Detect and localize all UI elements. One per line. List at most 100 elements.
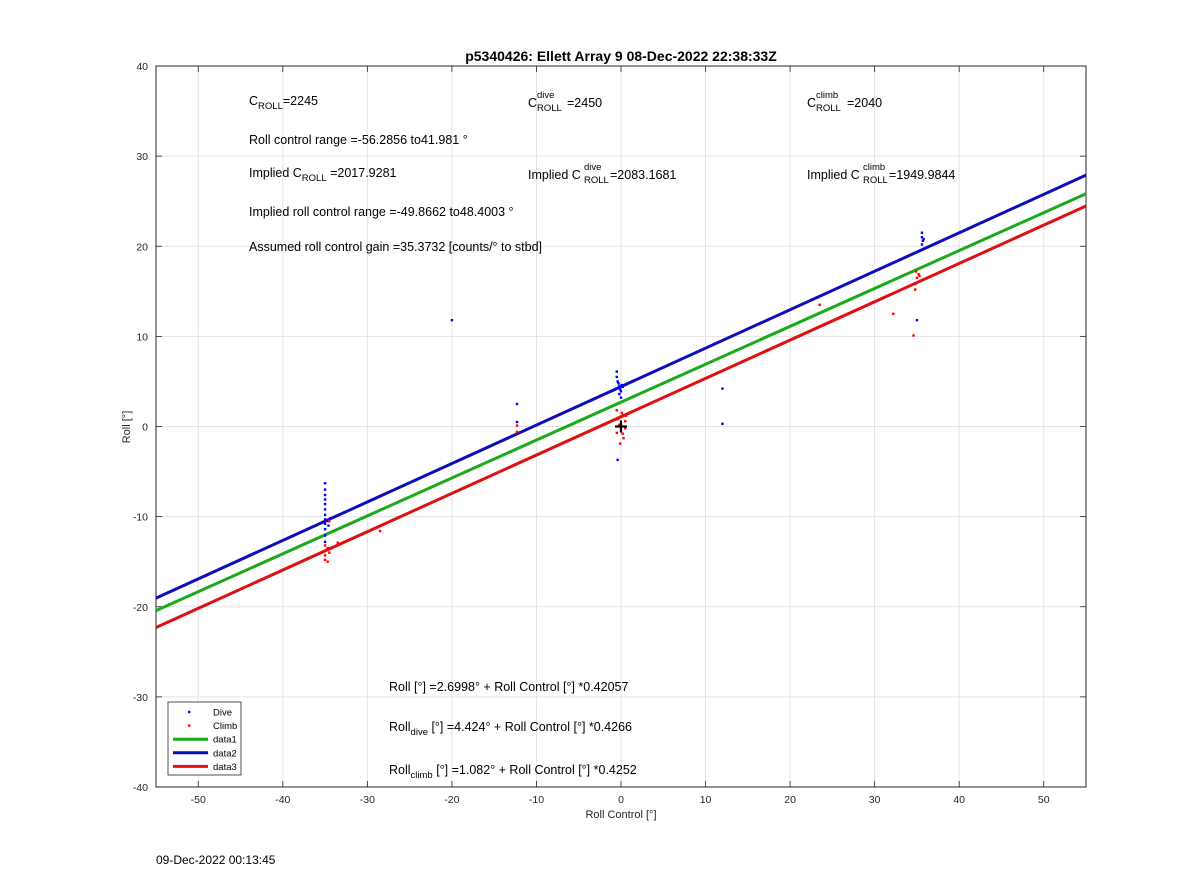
implied-c-roll-dive-value: =2083.1681	[610, 168, 676, 182]
implied-c-roll-climb-sub: ROLL	[863, 175, 888, 186]
dive-point	[323, 482, 327, 485]
climb-point	[624, 414, 628, 417]
dive-point	[323, 522, 327, 526]
x-tick-label: 0	[618, 794, 624, 806]
c-roll-dive-sup: dive	[537, 90, 554, 101]
dive-point	[323, 528, 327, 531]
legend-label-climb: Climb	[213, 721, 237, 732]
c-roll-dive-value: =2450	[567, 96, 602, 110]
c-roll-climb-annotation: C	[807, 96, 816, 110]
roll-control-range-text: Roll control range =-56.2856 to41.981 °	[249, 133, 468, 147]
climb-point	[892, 312, 895, 316]
y-tick-label: 20	[136, 241, 148, 253]
c-roll-dive-annotation: C	[528, 96, 537, 110]
implied-c-roll-climb-value: =1949.9844	[889, 168, 955, 182]
climb-point	[616, 418, 619, 421]
x-tick-label: 50	[1038, 794, 1050, 806]
climb-point	[918, 274, 921, 278]
climb-point	[336, 541, 339, 544]
dive-point	[721, 422, 724, 425]
data-points	[323, 231, 925, 563]
legend-label-data1: data1	[213, 735, 237, 746]
origin-marker	[615, 420, 627, 433]
climb-point	[912, 334, 915, 337]
climb-point	[323, 554, 327, 557]
dive-point	[920, 236, 924, 239]
c-roll-climb-value: =2040	[847, 96, 882, 110]
implied-c-roll-annotation: Implied CROLL =2017.9281	[249, 166, 397, 184]
dive-point	[618, 384, 621, 388]
climb-point	[618, 442, 622, 445]
climb-point	[914, 288, 917, 291]
dive-point	[323, 513, 327, 517]
climb-point	[917, 272, 920, 276]
c-roll-climb-sub: ROLL	[816, 103, 841, 114]
dive-point	[323, 534, 327, 537]
implied-c-roll-climb-prefix: Implied C	[807, 168, 860, 182]
x-tick-label: -50	[191, 794, 206, 806]
climb-point	[914, 282, 917, 286]
dive-point	[323, 540, 327, 544]
climb-point	[326, 560, 329, 563]
climb-point	[323, 558, 327, 562]
implied-c-roll-climb-sup: climb	[863, 162, 885, 173]
dive-point	[323, 502, 327, 506]
dive-point	[616, 380, 619, 383]
y-axis-label: Roll [°]	[121, 411, 133, 444]
dive-point	[920, 231, 924, 234]
equation-climb: Rollclimb [°] =1.082° + Roll Control [°]…	[389, 763, 637, 781]
dive-point	[921, 239, 925, 243]
dive-point	[328, 517, 332, 520]
x-tick-label: 30	[869, 794, 881, 806]
climb-point	[328, 551, 331, 554]
x-tick-label: 10	[700, 794, 712, 806]
dive-point	[515, 402, 519, 406]
plot-frame	[155, 65, 1087, 788]
x-tick-label: 20	[784, 794, 796, 806]
climb-point	[323, 544, 327, 547]
dive-point	[515, 420, 519, 424]
gain-text: Assumed roll control gain =35.3732 [coun…	[249, 240, 542, 254]
implied-c-roll-dive-prefix: Implied C	[528, 168, 581, 182]
legend-label-data3: data3	[213, 762, 237, 773]
tick-labels: -50 -40 -30 -20 -10 0 10 20 30 40 50 -40 -30 -20 -10 0 1…	[133, 61, 1086, 806]
c-roll-climb-sup: climb	[816, 90, 838, 101]
y-tick-label: 30	[136, 151, 148, 163]
y-tick-label: 0	[142, 422, 148, 434]
implied-c-roll-dive-sub: ROLL	[584, 175, 609, 186]
dive-point	[618, 388, 622, 391]
dive-point	[618, 392, 621, 396]
climb-point	[515, 430, 519, 434]
implied-c-roll-dive-sup: dive	[584, 162, 601, 173]
dive-point	[615, 375, 618, 379]
dive-point	[327, 524, 330, 527]
legend-label-dive: Dive	[213, 708, 232, 719]
dive-point	[323, 498, 327, 501]
legend-items: Dive Climb data1 data2 data3	[173, 708, 237, 773]
legend: Dive Climb data1 data2 data3	[167, 701, 242, 776]
dive-point	[621, 385, 624, 389]
equation-all: Roll [°] =2.6998° + Roll Control [°] *0.…	[389, 680, 628, 694]
dive-point	[721, 387, 724, 390]
x-tick-label: -30	[360, 794, 375, 806]
climb-point	[618, 423, 621, 426]
fit-line-data2	[155, 173, 1087, 600]
climb-point	[624, 419, 627, 423]
x-tick-label: -20	[444, 794, 459, 806]
dive-point	[615, 370, 618, 373]
dive-point	[915, 318, 919, 322]
dive-point	[617, 382, 620, 385]
dive-point	[920, 243, 924, 246]
x-tick-label: -10	[529, 794, 544, 806]
dive-point	[323, 488, 327, 491]
climb-point	[914, 270, 918, 273]
climb-point	[818, 303, 821, 307]
dive-point	[450, 318, 454, 322]
dive-point	[616, 458, 619, 462]
y-tick-label: -30	[133, 692, 148, 704]
x-axis-label: Roll Control [°]	[585, 809, 656, 821]
y-tick-label: 40	[136, 61, 148, 73]
fit-lines	[155, 173, 1087, 629]
y-tick-label: 10	[136, 331, 148, 343]
c-roll-annotation: CROLL=2245	[249, 94, 318, 112]
